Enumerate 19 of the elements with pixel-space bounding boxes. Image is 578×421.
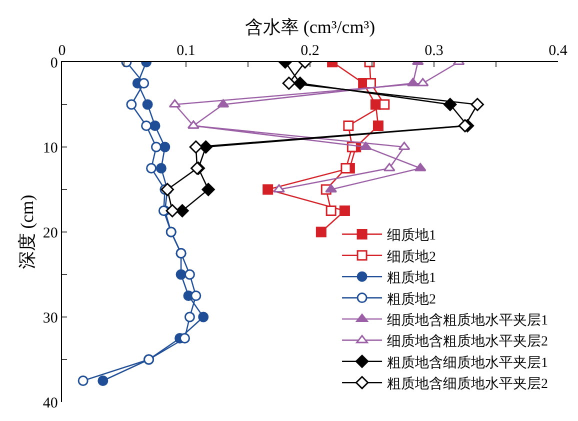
legend-label: 粗质地含细质地水平夹层1 xyxy=(387,354,548,371)
y-tick-label: 10 xyxy=(42,140,58,156)
y-tick-label: 30 xyxy=(42,310,58,326)
legend-label: 细质地1 xyxy=(387,228,436,244)
y-tick-label: 0 xyxy=(50,55,58,72)
y-tick-label: 20 xyxy=(42,225,58,242)
x-tick-label: 0.4 xyxy=(548,42,568,59)
legend-label: 细质地含粗质地水平夹层2 xyxy=(387,334,548,350)
x-tick-label: 0.2 xyxy=(300,42,320,59)
legend-label: 细质地含粗质地水平夹层1 xyxy=(387,312,548,328)
x-tick-label: 0.1 xyxy=(176,42,196,59)
legend-label: 粗质地1 xyxy=(387,270,436,286)
legend-label: 粗质地2 xyxy=(387,291,436,308)
x-axis-title: 含水率 (cm³/cm³) xyxy=(244,17,376,38)
legend-label: 细质地2 xyxy=(387,248,436,265)
legend-label: 粗质地含细质地水平夹层2 xyxy=(387,376,548,392)
x-tick-label: 0.3 xyxy=(424,42,444,59)
y-axis-title: 深度 (cm) xyxy=(17,194,38,270)
y-tick-label: 40 xyxy=(42,395,58,412)
